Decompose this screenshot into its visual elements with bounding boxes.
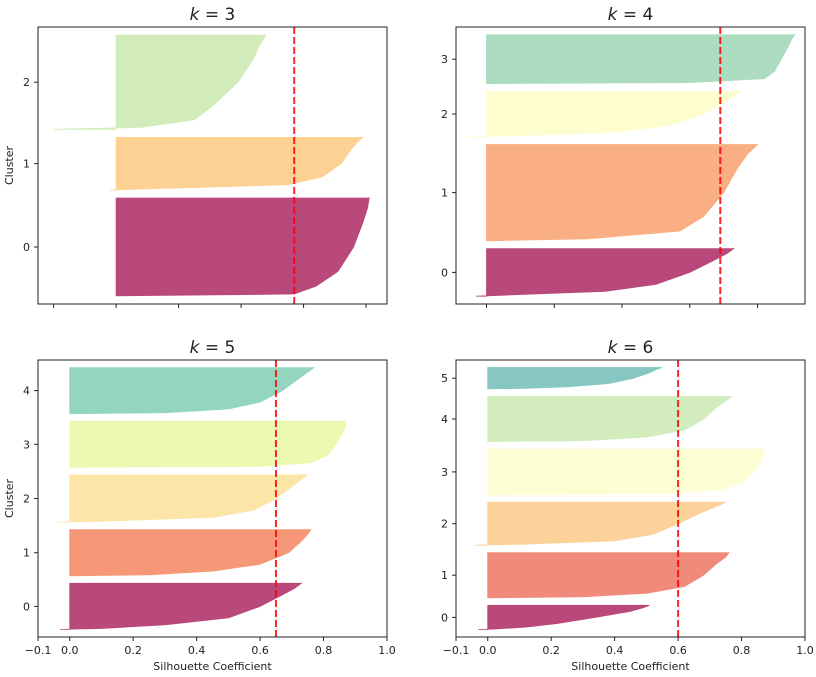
- title-value: 6: [643, 338, 654, 358]
- x-tick-label: 0.4: [188, 644, 206, 657]
- silhouette-band-cluster-0: [115, 197, 370, 297]
- y-tick-label: 0: [23, 241, 30, 254]
- axes-frame: [37, 26, 388, 305]
- subplot-k3: 0 1 2 k = 3 Cluster: [3, 5, 388, 308]
- axes-frame: [37, 359, 388, 638]
- x-axis-label: Silhouette Coefficient: [153, 660, 272, 673]
- y-tick-label: 1: [441, 569, 448, 582]
- title-variable: k: [190, 5, 201, 25]
- y-tick-label: 0: [441, 611, 448, 624]
- x-tick-label: 0.4: [606, 644, 624, 657]
- silhouette-band-cluster-3: [69, 420, 347, 468]
- y-tick-label: 2: [23, 493, 30, 506]
- x-tick-label: −0.1: [25, 644, 52, 657]
- y-tick-label: 5: [441, 372, 448, 385]
- y-tick-label: 0: [23, 600, 30, 613]
- subplot-k4: 0 1 2 3 k = 4: [441, 5, 806, 308]
- silhouette-band-cluster-2: [469, 91, 742, 138]
- subplot-title: k = 4: [608, 5, 654, 25]
- y-tick-label: 2: [441, 108, 448, 121]
- x-tick-label: 0.2: [124, 644, 142, 657]
- x-tick-label: 1.0: [378, 644, 396, 657]
- silhouette-band-cluster-2: [53, 34, 267, 130]
- title-variable: k: [608, 338, 619, 358]
- x-tick-label: −0.1: [443, 644, 470, 657]
- subplot-title: k = 5: [190, 338, 236, 358]
- y-axis-label: Cluster: [3, 479, 16, 519]
- silhouette-band-cluster-0: [476, 248, 736, 297]
- silhouette-band-cluster-1: [109, 136, 364, 191]
- title-equals: =: [199, 338, 224, 358]
- y-tick-label: 1: [441, 187, 448, 200]
- x-tick-label: 0.6: [251, 644, 269, 657]
- axes-frame: [455, 26, 806, 305]
- silhouette-band-cluster-1: [487, 552, 730, 599]
- x-tick-label: 0.8: [315, 644, 333, 657]
- subplot-k5: 0 1 2 3 4 −0.1 0.0 0.2 0.4 0.6 0.8 1.0 k = 5 Cluster S…: [3, 338, 396, 673]
- title-value: 3: [225, 5, 236, 25]
- y-tick-label: 1: [23, 547, 30, 560]
- y-tick-label: 2: [23, 76, 30, 89]
- y-tick-label: 2: [441, 518, 448, 531]
- title-equals: =: [199, 5, 224, 25]
- y-tick-label: 1: [23, 158, 30, 171]
- silhouette-band-cluster-3: [487, 448, 765, 496]
- silhouette-band-cluster-0: [478, 604, 650, 630]
- x-tick-label: 0.2: [542, 644, 560, 657]
- y-tick-label: 3: [441, 466, 448, 479]
- axes-frame: [455, 359, 806, 638]
- silhouette-band-cluster-1: [69, 529, 312, 577]
- title-variable: k: [608, 5, 619, 25]
- title-equals: =: [617, 5, 642, 25]
- y-axis-label: Cluster: [3, 146, 16, 186]
- silhouette-band-cluster-0: [60, 582, 303, 630]
- title-variable: k: [190, 338, 201, 358]
- x-tick-label: 0.8: [733, 644, 751, 657]
- x-tick-label: 1.0: [796, 644, 814, 657]
- subplot-k6: 0 1 2 3 4 5 −0.1 0.0 0.2 0.4 0.6 0.8 1.0 k = 6 Silhoue…: [441, 338, 814, 673]
- y-tick-label: 4: [23, 385, 30, 398]
- y-tick-label: 0: [441, 266, 448, 279]
- silhouette-band-cluster-2: [56, 474, 309, 523]
- silhouette-band-cluster-4: [487, 395, 734, 443]
- subplot-title: k = 3: [190, 5, 236, 25]
- x-axis-label: Silhouette Coefficient: [571, 660, 690, 673]
- silhouette-band-cluster-4: [69, 367, 316, 415]
- silhouette-band-cluster-3: [486, 34, 796, 85]
- x-tick-label: 0.0: [61, 644, 79, 657]
- silhouette-band-cluster-1: [486, 144, 759, 242]
- x-tick-label: 0.0: [479, 644, 497, 657]
- x-tick-label: 0.6: [669, 644, 687, 657]
- silhouette-band-cluster-2: [474, 501, 726, 546]
- title-equals: =: [617, 338, 642, 358]
- y-tick-label: 3: [23, 438, 30, 451]
- title-value: 5: [225, 338, 236, 358]
- silhouette-band-cluster-5: [487, 367, 663, 390]
- subplot-title: k = 6: [608, 338, 654, 358]
- title-value: 4: [643, 5, 654, 25]
- y-tick-label: 4: [441, 413, 448, 426]
- y-tick-label: 3: [441, 53, 448, 66]
